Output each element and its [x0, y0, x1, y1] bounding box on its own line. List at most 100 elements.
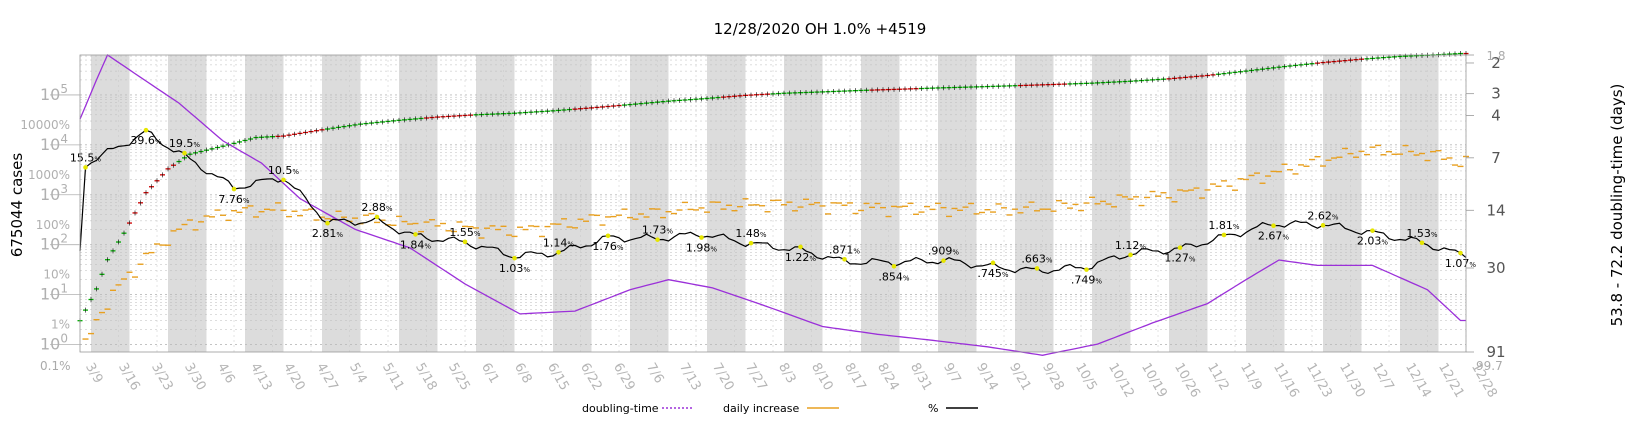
pct-dot — [231, 186, 237, 192]
pct-annotation: 1.22% — [785, 251, 817, 264]
x-tick-label: 3/23 — [148, 361, 176, 394]
pct-dot — [748, 240, 754, 246]
x-tick-label: 3/30 — [181, 361, 209, 394]
x-tick-label: 6/1 — [478, 361, 501, 387]
x-tick-label: 6/22 — [577, 361, 605, 394]
pct-annotation: 10.5% — [268, 164, 300, 177]
x-tick-label: 11/16 — [1270, 361, 1302, 401]
x-tick-label: 5/25 — [445, 361, 473, 394]
y-left-axis-label: 675044 cases — [8, 153, 26, 258]
x-tick-label: 12/14 — [1402, 361, 1434, 401]
x-tick-label: 11/23 — [1303, 361, 1335, 401]
y-left-tick-label: 101 — [40, 282, 68, 304]
x-tick-label: 10/19 — [1138, 361, 1170, 401]
pct-dot — [1370, 228, 1375, 233]
pct-dot — [556, 249, 561, 255]
pct-dot — [413, 232, 418, 237]
pct-dot — [1084, 267, 1089, 272]
pct-annotation: .909% — [928, 245, 960, 258]
pct-dot — [462, 239, 468, 245]
series-layer: 15.5% 39.6% 19.5% 7.76% 10.5% 2.81% 2.88% 1.84%… — [70, 51, 1477, 356]
x-tick-label: 9/21 — [1006, 361, 1034, 394]
pct-annotation: 39.6% — [130, 134, 162, 147]
x-tick-label: 4/6 — [214, 361, 237, 387]
y-right-tick-label: 2 — [1491, 54, 1501, 72]
pct-annotation: .854% — [878, 270, 910, 283]
x-tick-label: 10/5 — [1072, 361, 1100, 394]
pct-dot — [990, 260, 996, 266]
pct-dot — [1458, 250, 1463, 256]
y-left-pct-label: 1% — [51, 318, 70, 332]
x-tick-label: 9/14 — [973, 361, 1001, 394]
y-right-tick-label: 1.8 — [1486, 49, 1505, 63]
y-right-tick-label: 30 — [1486, 259, 1505, 277]
x-tick-label: 12/21 — [1435, 361, 1467, 401]
pct-annotation: 1.07% — [1445, 257, 1477, 270]
pct-dot — [374, 214, 380, 220]
pct-annotation: .749% — [1071, 274, 1103, 287]
x-corner-label-right: 99.7 — [1476, 359, 1503, 373]
pct-annotation: 2.81% — [312, 227, 344, 240]
pct-annotation: .745% — [977, 267, 1009, 280]
y-left-pct-label: 100% — [36, 218, 70, 232]
pct-dot — [842, 256, 847, 262]
y-left-tick-label: 102 — [40, 232, 68, 254]
pct-dot — [1221, 232, 1227, 238]
x-tick-label: 10/26 — [1171, 361, 1203, 401]
legend-label: % — [928, 402, 938, 415]
pct-annotation: 1.12% — [1115, 239, 1147, 252]
pct-dot — [891, 263, 897, 269]
y-left-tick-label: 100 — [40, 332, 68, 354]
x-tick-label: 7/6 — [643, 361, 666, 387]
pct-annotation: .663% — [1021, 252, 1053, 265]
x-tick-label: 5/11 — [379, 361, 407, 394]
pct-dot — [143, 127, 149, 133]
pct-dot — [655, 237, 660, 242]
x-tick-label: 7/13 — [676, 361, 704, 394]
x-corner-label-left: 0.1% — [40, 359, 71, 373]
pct-dot — [1271, 223, 1276, 229]
x-tick-label: 7/27 — [742, 361, 770, 394]
pct-annotation: 2.03% — [1357, 235, 1389, 248]
y-right-tick-label: 3 — [1491, 85, 1501, 103]
plot-frame — [79, 54, 1467, 353]
pct-dot — [1177, 245, 1183, 250]
x-tick-label: 8/10 — [808, 361, 836, 394]
pct-dot — [1419, 240, 1425, 246]
x-tick-label: 8/31 — [907, 361, 935, 394]
pct-annotation: 1.27% — [1164, 252, 1196, 265]
y-right-axis-label: 53.8 - 72.2 doubling-time (days) — [1608, 84, 1626, 327]
y-left-tick-label: 105 — [40, 82, 68, 104]
y-left-pct-label: 1000% — [28, 168, 70, 182]
x-tick-label: 9/7 — [940, 361, 963, 387]
x-tick-label: 6/15 — [544, 361, 572, 394]
pct-annotation: 1.48% — [735, 227, 767, 240]
doubling-time-line — [79, 54, 1466, 356]
pct-annotation: .871% — [829, 243, 861, 256]
pct-annotation: 1.98% — [686, 242, 718, 255]
y-right-tick-label: 7 — [1491, 149, 1501, 167]
y-right-tick-label: 14 — [1486, 201, 1505, 219]
legend: doubling-time daily increase% — [582, 402, 978, 415]
pct-dot — [512, 255, 517, 261]
y-left-pct-label: 10% — [43, 268, 70, 282]
pct-annotation: 2.67% — [1258, 230, 1290, 243]
legend-label: daily increase — [723, 402, 799, 415]
pct-annotation: 1.53% — [1406, 227, 1438, 240]
pct-dot — [1320, 223, 1326, 228]
pct-dot — [1034, 266, 1040, 271]
pct-dot — [1128, 252, 1133, 258]
x-tick-label: 4/20 — [280, 361, 308, 394]
pct-annotation: 1.14% — [543, 236, 575, 249]
x-tick-label: 6/8 — [511, 361, 534, 387]
x-tick-label: 12/7 — [1369, 361, 1397, 394]
pct-annotation: 1.03% — [499, 262, 531, 275]
gridlines — [79, 55, 1467, 352]
y-left-pct-label: 10000% — [20, 118, 70, 132]
x-tick-label: 3/9 — [82, 361, 105, 387]
x-tick-label: 8/17 — [841, 361, 869, 394]
legend-label: doubling-time — [582, 402, 659, 415]
x-tick-label: 8/24 — [874, 361, 902, 394]
x-tick-label: 11/2 — [1204, 361, 1232, 394]
pct-dot — [798, 244, 803, 250]
